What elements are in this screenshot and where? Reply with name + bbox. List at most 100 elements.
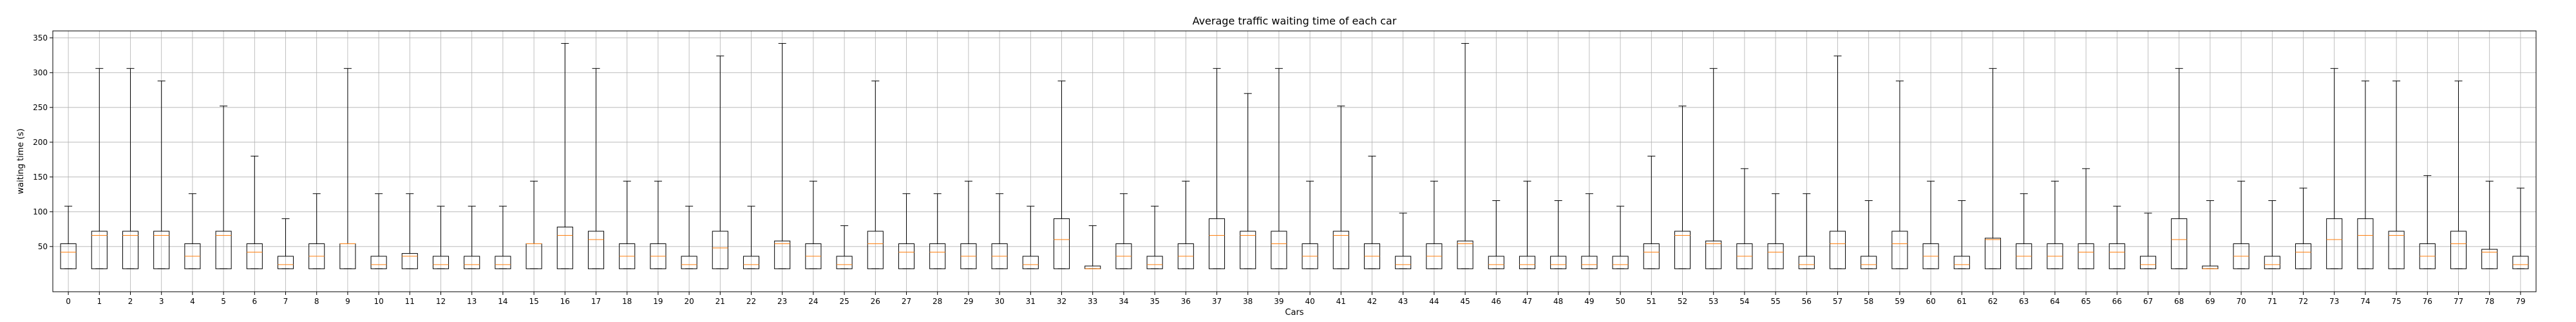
box-iqr	[2139, 256, 2157, 269]
box-18	[619, 180, 636, 269]
box-13	[464, 205, 480, 269]
x-tick-label: 60	[1926, 297, 1935, 306]
box-iqr	[2481, 249, 2498, 269]
x-tick-label: 49	[1584, 297, 1594, 306]
x-tick-label: 79	[2515, 297, 2525, 306]
box-40	[1302, 180, 1318, 269]
box-iqr	[1395, 256, 1412, 269]
box-iqr	[464, 256, 480, 269]
box-74	[2357, 80, 2374, 269]
box-4	[184, 193, 201, 269]
y-tick-label: 100	[33, 207, 48, 216]
box-iqr	[60, 243, 77, 269]
x-tick-label: 2	[128, 297, 133, 306]
y-tick-label: 200	[33, 138, 48, 147]
box-24	[805, 180, 822, 269]
x-tick-label: 66	[2112, 297, 2122, 306]
box-iqr	[91, 231, 108, 269]
y-tick-label: 50	[38, 242, 48, 251]
x-tick-label: 62	[1988, 297, 1998, 306]
x-tick-label: 75	[2391, 297, 2401, 306]
box-iqr	[153, 231, 170, 269]
x-tick-label: 5	[221, 297, 226, 306]
box-iqr	[1861, 256, 1877, 269]
box-iqr	[246, 243, 263, 269]
box-iqr	[2512, 256, 2529, 269]
box-37	[1208, 68, 1226, 269]
x-tick-label: 1	[97, 297, 102, 306]
box-iqr	[277, 256, 294, 269]
box-71	[2264, 200, 2280, 269]
x-axis-label: Cars	[1285, 308, 1303, 317]
box-64	[2047, 180, 2063, 269]
x-tick-label: 6	[252, 297, 257, 306]
box-iqr	[1581, 256, 1598, 269]
x-tick-label: 23	[777, 297, 787, 306]
box-61	[1953, 200, 1970, 269]
x-tick-label: 48	[1553, 297, 1563, 306]
x-tick-label: 34	[1119, 297, 1128, 306]
box-iqr	[2171, 218, 2188, 269]
plot-frame	[52, 30, 2537, 292]
box-14	[495, 205, 511, 269]
x-tick-label: 33	[1088, 297, 1097, 306]
box-38	[1240, 93, 1256, 269]
box-0	[60, 205, 77, 269]
x-tick-label: 55	[1770, 297, 1780, 306]
x-tick-label: 73	[2329, 297, 2339, 306]
x-tick-label: 71	[2268, 297, 2277, 306]
box-31	[1022, 205, 1039, 269]
box-46	[1488, 200, 1504, 269]
box-iqr	[743, 256, 760, 269]
box-iqr	[898, 243, 915, 269]
box-78	[2481, 180, 2498, 269]
box-32	[1053, 80, 1070, 269]
x-tick-label: 9	[345, 297, 350, 306]
box-57	[1829, 55, 1846, 269]
box-22	[743, 205, 760, 269]
box-series	[60, 43, 2529, 269]
box-12	[432, 205, 450, 269]
x-tick-label: 77	[2454, 297, 2463, 306]
box-iqr	[1240, 231, 1256, 269]
box-52	[1674, 106, 1691, 269]
box-72	[2295, 187, 2312, 269]
x-tick-label: 56	[1802, 297, 1812, 306]
x-tick-label: 39	[1274, 297, 1283, 306]
box-54	[1736, 168, 1753, 269]
box-11	[401, 193, 418, 269]
box-45	[1457, 43, 1473, 269]
box-iqr	[215, 231, 232, 269]
x-tick-label: 46	[1492, 297, 1501, 306]
box-iqr	[2295, 243, 2312, 269]
box-6	[246, 155, 263, 269]
x-tick-label: 45	[1460, 297, 1470, 306]
x-tick-label: 76	[2423, 297, 2432, 306]
x-tick-label: 65	[2081, 297, 2090, 306]
box-iqr	[681, 256, 697, 269]
box-iqr	[836, 256, 853, 269]
box-65	[2078, 168, 2094, 269]
x-tick-label: 37	[1212, 297, 1222, 306]
box-3	[153, 80, 170, 269]
box-iqr	[1022, 256, 1039, 269]
box-iqr	[929, 243, 946, 269]
box-iqr	[1674, 231, 1691, 269]
x-tick-label: 74	[2360, 297, 2370, 306]
box-53	[1705, 68, 1722, 269]
x-tick-label: 59	[1895, 297, 1904, 306]
y-tick-label: 300	[33, 68, 48, 77]
y-tick-label: 150	[33, 173, 48, 182]
box-35	[1146, 205, 1163, 269]
box-75	[2388, 80, 2405, 269]
box-iqr	[2326, 218, 2343, 269]
box-67	[2139, 213, 2157, 269]
x-tick-label: 24	[808, 297, 818, 306]
x-tick-label: 19	[653, 297, 663, 306]
box-iqr	[1612, 256, 1629, 269]
box-iqr	[587, 231, 605, 269]
box-iqr	[1643, 243, 1660, 269]
box-36	[1177, 180, 1194, 269]
x-tick-label: 63	[2019, 297, 2029, 306]
